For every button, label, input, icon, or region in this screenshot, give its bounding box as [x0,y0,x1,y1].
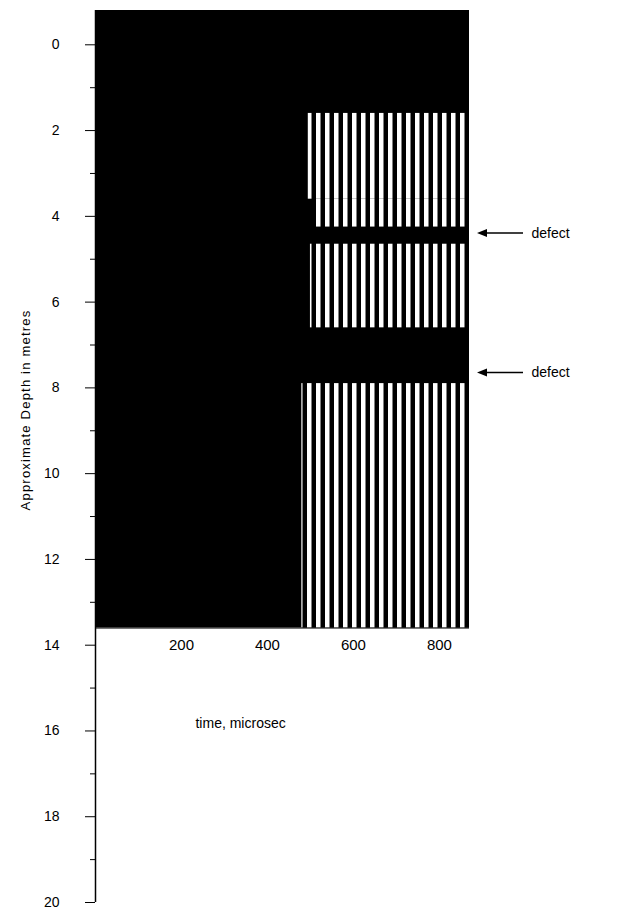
svg-text:defect: defect [532,364,570,380]
svg-text:20: 20 [44,894,60,910]
svg-text:18: 18 [44,808,60,824]
svg-text:200: 200 [169,636,194,653]
svg-text:6: 6 [52,294,60,310]
svg-text:defect: defect [532,225,570,241]
svg-text:4: 4 [52,208,60,224]
svg-text:10: 10 [44,465,60,481]
svg-text:14: 14 [44,637,60,653]
svg-text:time, microsec: time, microsec [195,715,285,731]
svg-text:800: 800 [427,636,452,653]
svg-text:2: 2 [52,122,60,138]
svg-text:400: 400 [255,636,280,653]
svg-text:8: 8 [52,379,60,395]
svg-text:600: 600 [341,636,366,653]
svg-text:Approximate Depth in metres: Approximate Depth in metres [18,310,33,511]
svg-text:12: 12 [44,551,60,567]
svg-text:0: 0 [52,36,60,52]
svg-text:16: 16 [44,722,60,738]
